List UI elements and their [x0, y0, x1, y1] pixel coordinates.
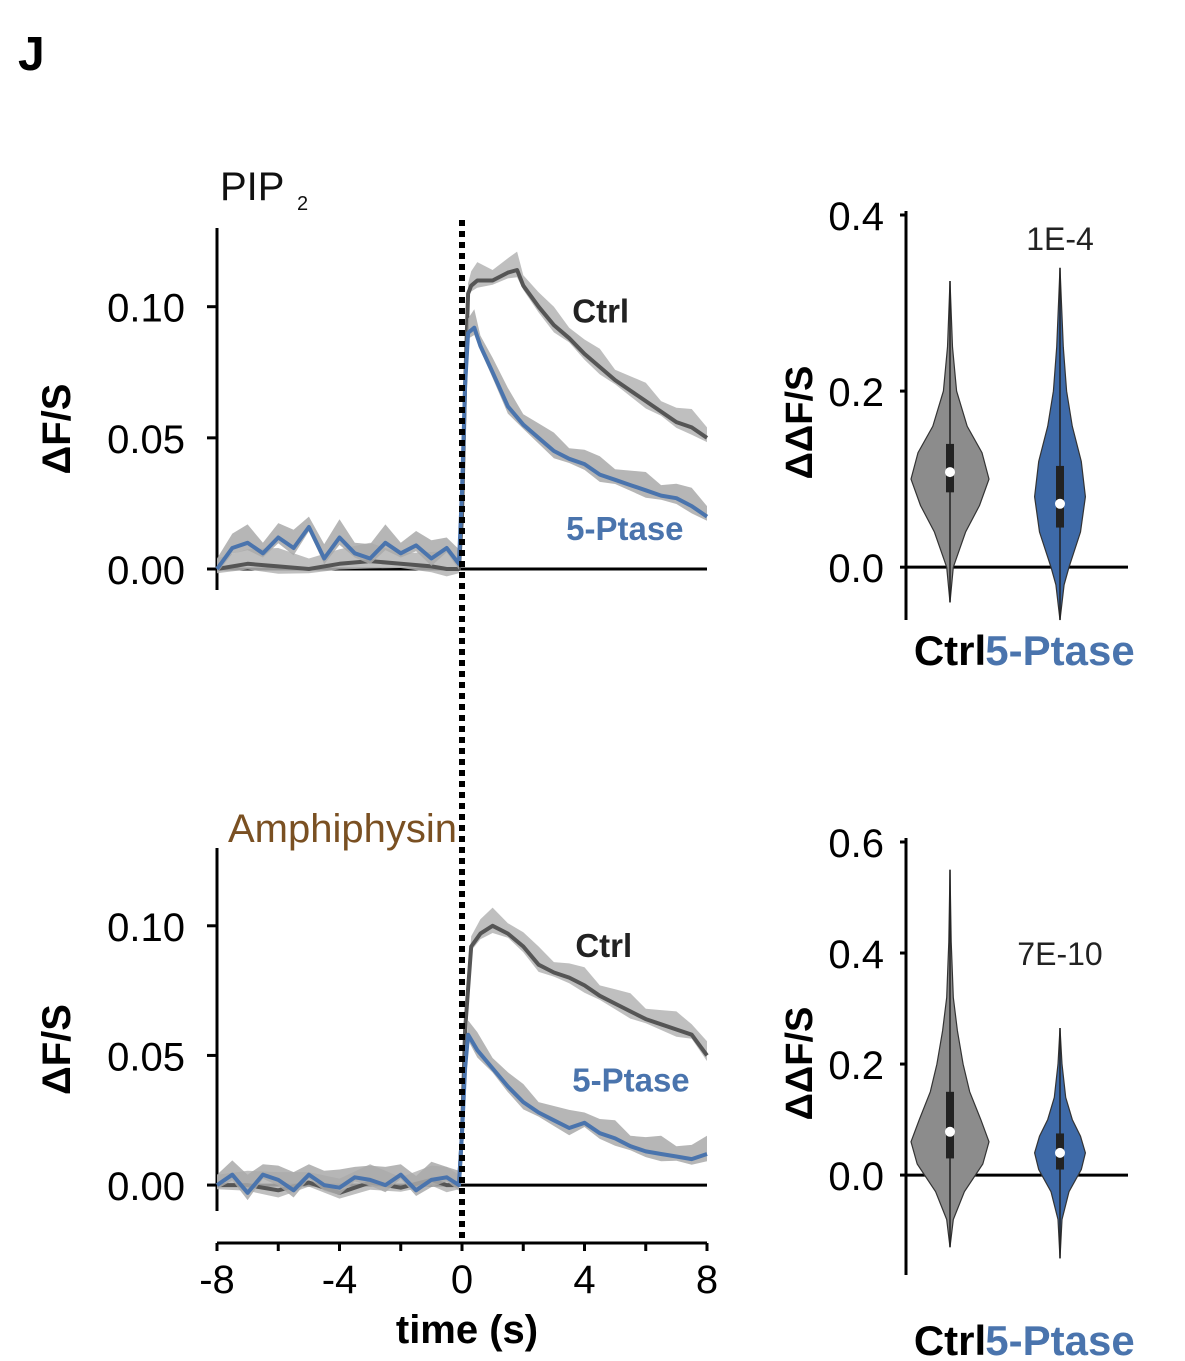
group-label-ctrl: Ctrl	[914, 1317, 986, 1361]
trace-title: PIP	[220, 165, 284, 209]
series-line-ptase	[215, 325, 709, 571]
y-tick-label: 0.0	[828, 1155, 884, 1199]
series-band-ptase	[217, 309, 707, 574]
series-label-ptase: 5-Ptase	[566, 510, 683, 547]
series-label-ctrl: Ctrl	[575, 927, 632, 964]
iqr-box-ctrl	[946, 1091, 954, 1159]
x-tick-label: -8	[199, 1258, 235, 1302]
group-label-ptase: 5-Ptase	[985, 1317, 1134, 1361]
series-label-ptase: 5-Ptase	[572, 1062, 689, 1099]
x-tick-label: -4	[322, 1258, 358, 1302]
iqr-box-ptase	[1056, 465, 1064, 528]
y-tick-label: 0.10	[107, 906, 185, 950]
median-dot-ptase	[1055, 498, 1065, 509]
pip2-trace-chart: PIP 2 0.00 0.05 0.10 ΔF/S Ctrl 5-Ptase	[35, 165, 709, 593]
y-axis-label: ΔΔF/S	[779, 366, 821, 480]
series-band-ctrl	[217, 907, 707, 1199]
y-tick-label: 0.10	[107, 287, 185, 331]
y-axis-label: ΔF/S	[35, 384, 79, 475]
y-tick-label: 0.4	[828, 195, 884, 239]
x-tick-label: 8	[696, 1258, 718, 1302]
pip2-violin-chart: 0.0 0.2 0.4 ΔΔF/S 1E-4 Ctrl 5-Ptase	[779, 195, 1135, 674]
y-tick-label: 0.6	[828, 822, 884, 866]
y-tick-label: 0.00	[107, 1165, 185, 1209]
y-tick-label: 0.2	[828, 1044, 884, 1088]
y-tick-label: 0.05	[107, 418, 185, 462]
amph-violin-chart: 0.0 0.2 0.4 0.6 ΔΔF/S 7E-10 Ctrl 5-Ptase	[779, 822, 1135, 1361]
y-tick-label: 0.0	[828, 547, 884, 591]
group-label-ptase: 5-Ptase	[985, 627, 1134, 674]
p-value: 7E-10	[1017, 936, 1102, 972]
y-tick-label: 0.4	[828, 933, 884, 977]
panel-label: J	[18, 28, 45, 81]
y-tick-label: 0.05	[107, 1035, 185, 1079]
trace-title: Amphiphysin	[228, 807, 457, 851]
median-dot-ctrl	[945, 467, 955, 478]
group-label-ctrl: Ctrl	[914, 627, 986, 674]
p-value: 1E-4	[1026, 221, 1094, 257]
x-axis-label: time (s)	[396, 1308, 538, 1352]
series-label-ctrl: Ctrl	[572, 292, 629, 329]
y-tick-label: 0.00	[107, 549, 185, 593]
x-tick-label: 0	[451, 1258, 473, 1302]
y-axis-label: ΔΔF/S	[779, 1007, 821, 1121]
median-dot-ptase	[1055, 1147, 1065, 1158]
x-tick-label: 4	[573, 1258, 595, 1302]
y-tick-label: 0.2	[828, 371, 884, 415]
trace-title-subscript: 2	[297, 193, 308, 215]
amph-trace-chart: Amphiphysin 0.00 0.05 0.10 ΔF/S Ctrl 5-Ptase -8…	[35, 807, 718, 1352]
median-dot-ctrl	[945, 1126, 955, 1137]
y-axis-label: ΔF/S	[35, 1004, 79, 1095]
series-line-ctrl	[217, 923, 709, 1195]
